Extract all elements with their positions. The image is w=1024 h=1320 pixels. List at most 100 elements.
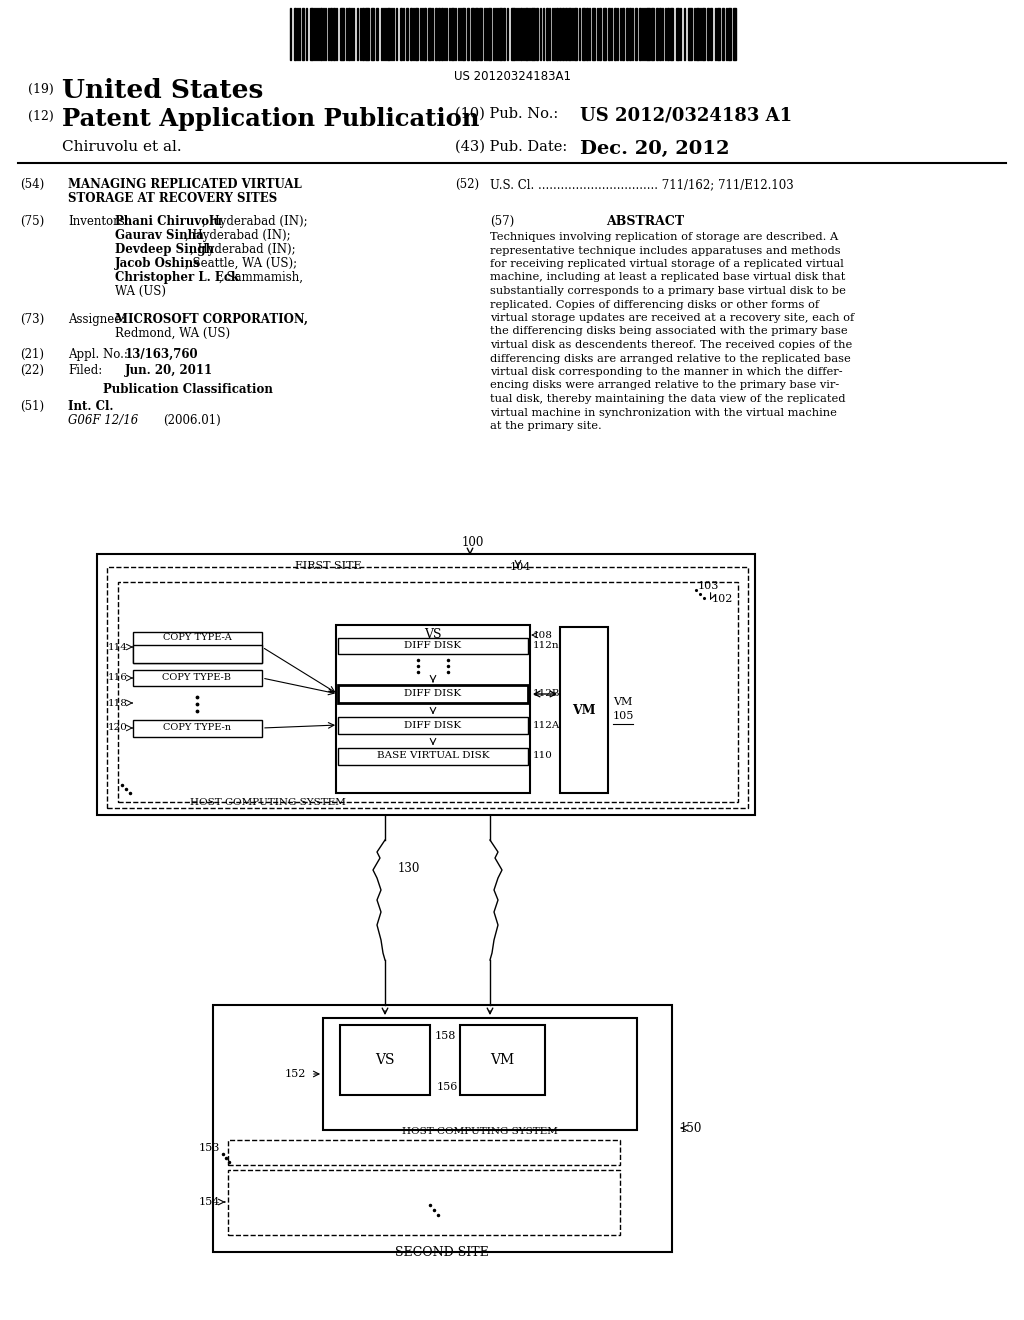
- Bar: [574, 8, 577, 59]
- Bar: [371, 8, 374, 59]
- Bar: [118, 582, 738, 803]
- Text: encing disks were arranged relative to the primary base vir-: encing disks were arranged relative to t…: [490, 380, 840, 391]
- Text: FIRST SITE: FIRST SITE: [295, 561, 361, 572]
- Bar: [582, 8, 585, 59]
- Text: (43) Pub. Date:: (43) Pub. Date:: [455, 140, 567, 154]
- Bar: [302, 8, 304, 59]
- Text: G06F 12/16: G06F 12/16: [68, 414, 138, 426]
- Bar: [338, 748, 528, 766]
- Text: for receiving replicated virtual storage of a replicated virtual: for receiving replicated virtual storage…: [490, 259, 844, 269]
- Text: 103: 103: [698, 581, 720, 591]
- Text: DIFF DISK: DIFF DISK: [404, 642, 462, 651]
- Bar: [319, 8, 322, 59]
- Bar: [424, 8, 426, 59]
- Text: 156: 156: [437, 1082, 459, 1092]
- Bar: [670, 8, 673, 59]
- Text: Inventors:: Inventors:: [68, 215, 129, 228]
- Bar: [213, 1005, 672, 1251]
- Text: 150: 150: [680, 1122, 702, 1134]
- Text: representative technique includes apparatuses and methods: representative technique includes appara…: [490, 246, 841, 256]
- Bar: [592, 8, 595, 59]
- Text: 118: 118: [109, 698, 128, 708]
- Text: SECOND SITE: SECOND SITE: [395, 1246, 488, 1259]
- Text: , Seattle, WA (US);: , Seattle, WA (US);: [184, 257, 297, 271]
- Bar: [133, 719, 262, 737]
- Bar: [676, 8, 679, 59]
- Bar: [460, 1026, 545, 1096]
- Bar: [228, 1140, 620, 1166]
- Bar: [562, 8, 564, 59]
- Text: Assignee:: Assignee:: [68, 313, 125, 326]
- Bar: [228, 1170, 620, 1236]
- Bar: [560, 627, 608, 793]
- Bar: [133, 645, 262, 663]
- Bar: [639, 8, 641, 59]
- Text: tual disk, thereby maintaining the data view of the replicated: tual disk, thereby maintaining the data …: [490, 393, 846, 404]
- Text: Publication Classification: Publication Classification: [103, 383, 272, 396]
- Text: US 2012/0324183 A1: US 2012/0324183 A1: [580, 107, 793, 125]
- Bar: [608, 8, 610, 59]
- Bar: [667, 8, 669, 59]
- Text: 105: 105: [613, 711, 635, 721]
- Text: 130: 130: [398, 862, 421, 874]
- Text: Phani Chiruvolu: Phani Chiruvolu: [115, 215, 222, 228]
- Text: HOST COMPUTING SYSTEM: HOST COMPUTING SYSTEM: [402, 1127, 558, 1137]
- Bar: [559, 8, 561, 59]
- Text: STORAGE AT RECOVERY SITES: STORAGE AT RECOVERY SITES: [68, 191, 278, 205]
- Bar: [626, 8, 628, 59]
- Text: virtual disk as descendents thereof. The received copies of the: virtual disk as descendents thereof. The…: [490, 341, 852, 350]
- Text: 153: 153: [199, 1143, 220, 1152]
- Bar: [428, 8, 431, 59]
- Text: 116: 116: [109, 673, 128, 682]
- Bar: [651, 8, 654, 59]
- Bar: [475, 8, 478, 59]
- Bar: [568, 8, 571, 59]
- Bar: [511, 8, 515, 59]
- Text: (75): (75): [20, 215, 44, 228]
- Text: VS: VS: [375, 1053, 394, 1067]
- Bar: [365, 8, 369, 59]
- Text: HOST COMPUTING SYSTEM: HOST COMPUTING SYSTEM: [190, 799, 346, 807]
- Text: Appl. No.:: Appl. No.:: [68, 348, 128, 360]
- Bar: [336, 624, 530, 793]
- Text: MICROSOFT CORPORATION,: MICROSOFT CORPORATION,: [115, 313, 308, 326]
- Text: (22): (22): [20, 364, 44, 378]
- Text: Int. Cl.: Int. Cl.: [68, 400, 114, 413]
- Bar: [710, 8, 712, 59]
- Text: differencing disks are arranged relative to the replicated base: differencing disks are arranged relative…: [490, 354, 851, 363]
- Text: SNAPSHOT: SNAPSHOT: [168, 649, 226, 659]
- Bar: [400, 8, 402, 59]
- Bar: [462, 8, 465, 59]
- Bar: [340, 8, 344, 59]
- Bar: [536, 8, 538, 59]
- Bar: [97, 554, 755, 814]
- Bar: [406, 8, 408, 59]
- Text: 120: 120: [109, 723, 128, 733]
- Bar: [525, 8, 528, 59]
- Text: US 20120324183A1: US 20120324183A1: [454, 70, 570, 83]
- Bar: [333, 8, 335, 59]
- Text: Christopher L. Eck: Christopher L. Eck: [115, 271, 240, 284]
- Bar: [546, 8, 548, 59]
- Text: (2006.01): (2006.01): [163, 414, 221, 426]
- Text: 152: 152: [285, 1069, 306, 1078]
- Bar: [586, 8, 588, 59]
- Text: Jun. 20, 2011: Jun. 20, 2011: [125, 364, 213, 378]
- Bar: [488, 8, 490, 59]
- Text: MANAGING REPLICATED VIRTUAL: MANAGING REPLICATED VIRTUAL: [68, 178, 302, 191]
- Text: Techniques involving replication of storage are described. A: Techniques involving replication of stor…: [490, 232, 839, 242]
- Bar: [387, 8, 390, 59]
- Text: ABSTRACT: ABSTRACT: [606, 215, 684, 228]
- Text: VM: VM: [572, 704, 596, 717]
- Text: U.S. Cl. ................................ 711/162; 711/E12.103: U.S. Cl. ...............................…: [490, 178, 794, 191]
- Bar: [635, 8, 637, 59]
- Bar: [338, 638, 528, 653]
- Text: Jacob Oshins: Jacob Oshins: [115, 257, 201, 271]
- Bar: [330, 8, 332, 59]
- Bar: [133, 632, 262, 663]
- Text: at the primary site.: at the primary site.: [490, 421, 602, 432]
- Text: (12): (12): [28, 110, 53, 123]
- Bar: [629, 8, 631, 59]
- Text: DIFF DISK: DIFF DISK: [404, 721, 462, 730]
- Text: Devdeep Singh: Devdeep Singh: [115, 243, 214, 256]
